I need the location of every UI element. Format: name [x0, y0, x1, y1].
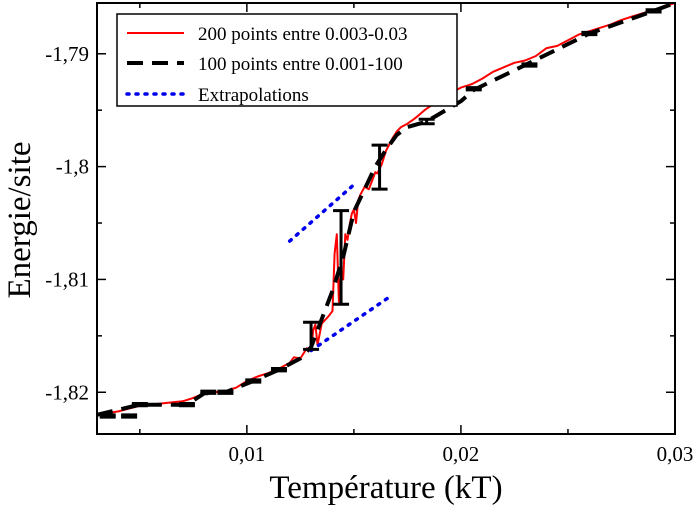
error-bar: [521, 62, 538, 68]
error-bar: [581, 30, 598, 37]
legend-label-200-points: 200 points entre 0.003-0.03: [198, 24, 408, 45]
legend-box: [116, 13, 458, 107]
x-tick-label: 0,02: [443, 442, 480, 466]
error-bar: [200, 389, 217, 395]
x-tick-label: 0,03: [657, 442, 694, 466]
error-bar: [245, 378, 262, 384]
error-bar: [418, 117, 435, 126]
error-bar: [645, 8, 662, 14]
error-bar: [217, 389, 234, 395]
error-bar: [371, 143, 388, 191]
error-bars: [99, 8, 662, 419]
series-extrapolation-line-1: [287, 182, 356, 243]
legend-label-extrapolations: Extrapolations: [198, 85, 309, 106]
y-tick-label: -1,79: [45, 42, 89, 66]
error-bar: [270, 367, 287, 373]
error-bar: [121, 413, 138, 419]
series-extrapolation-line-2: [309, 294, 393, 353]
legend-label-100-points: 100 points entre 0.001-100: [198, 54, 403, 75]
legend: 200 points entre 0.003-0.03 100 points e…: [116, 13, 458, 107]
error-bar: [99, 413, 116, 419]
y-axis-title: Energie/site: [2, 141, 38, 298]
plot-frame: [96, 2, 676, 435]
error-bar: [178, 402, 195, 408]
error-bar: [465, 86, 482, 92]
error-bar: [131, 402, 148, 408]
y-tick-label: -1,8: [56, 155, 89, 179]
x-tick-label: 0,01: [228, 442, 265, 466]
y-tick-label: -1,81: [45, 267, 89, 291]
axis-ticks: 0,01 0,02 0,03 -1,79 -1,8 -1,81 -1,82: [45, 3, 693, 466]
x-axis-title: Température (kT): [269, 470, 502, 506]
error-bar: [333, 209, 350, 306]
y-tick-label: -1,82: [45, 380, 89, 404]
error-bar: [303, 320, 320, 351]
